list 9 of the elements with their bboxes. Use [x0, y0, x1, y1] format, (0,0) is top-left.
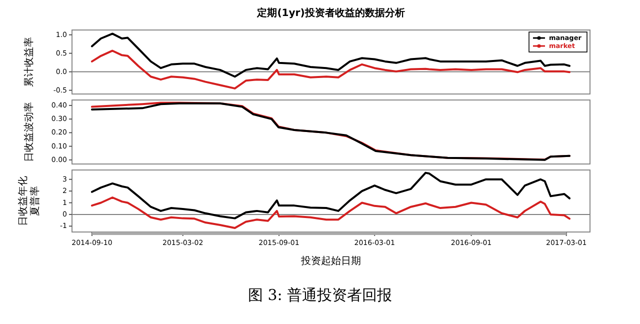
line-series [90, 196, 571, 230]
caption: 图 3: 普通投资者回报 [248, 286, 392, 304]
line-series [90, 172, 571, 220]
x-axis-title: 投资起始日期 [300, 255, 361, 267]
chart-title: 定期(1yr)投资者收益的数据分析 [256, 7, 405, 19]
y-axis-title: 累计收益率 [23, 37, 35, 87]
y-axis-title: 日收益波动率 [23, 102, 35, 162]
line-series [90, 50, 571, 90]
y-axis-title: 日收益年化夏普率 [17, 176, 41, 226]
